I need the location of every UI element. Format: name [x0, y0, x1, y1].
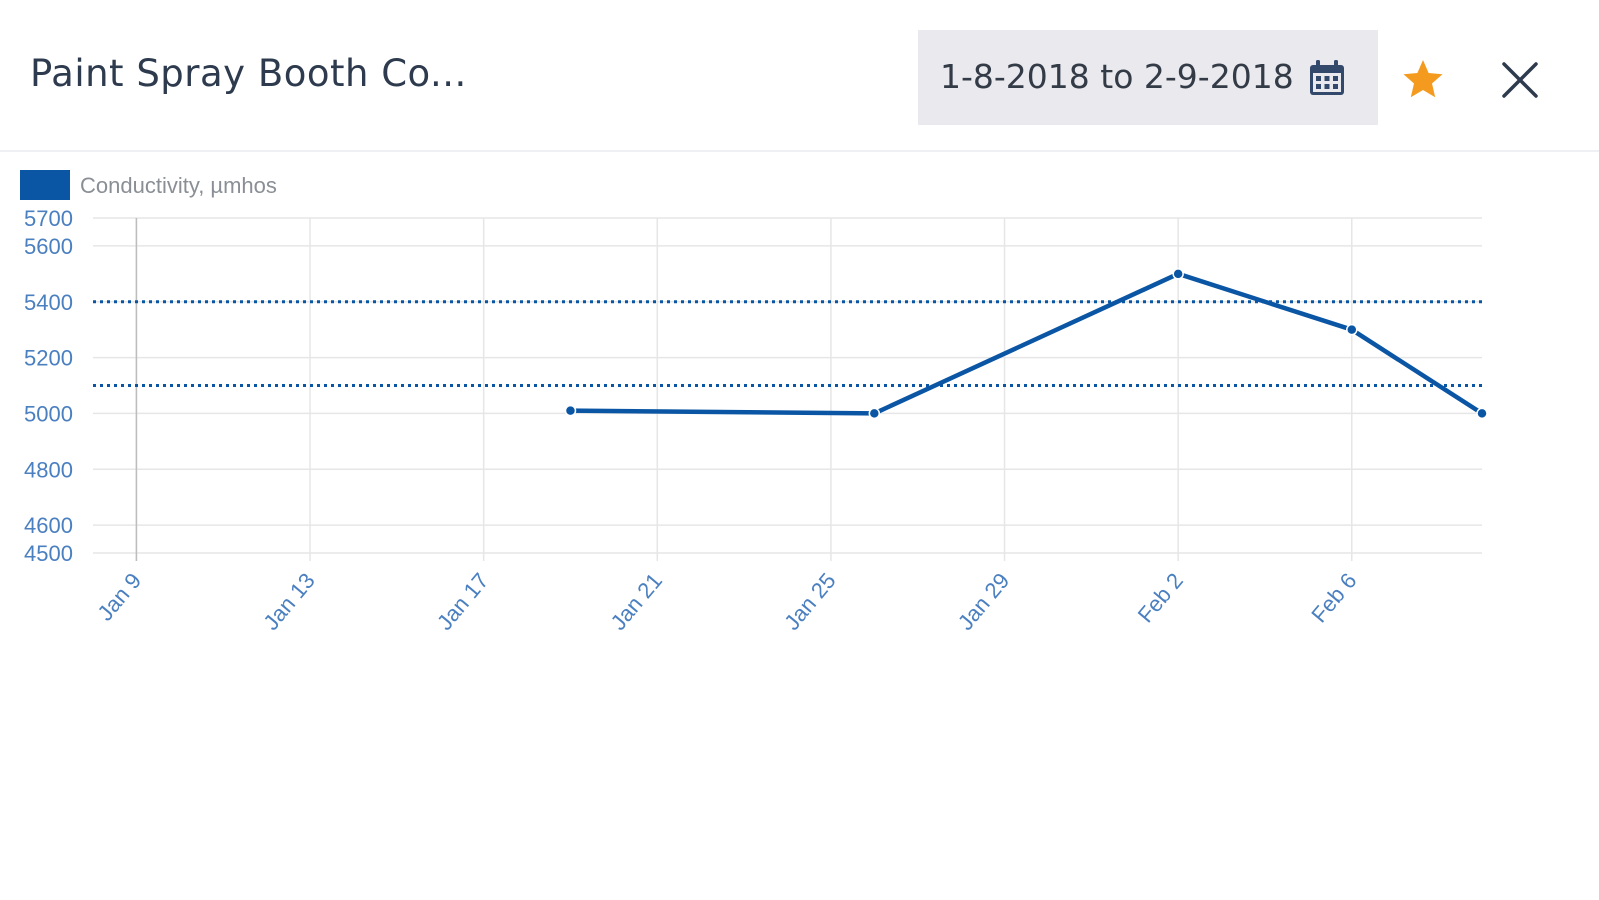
- data-point: [868, 407, 881, 420]
- legend-swatch: [20, 170, 70, 200]
- legend-label: Conductivity, µmhos: [80, 173, 277, 198]
- y-tick-label: 5000: [24, 401, 73, 426]
- data-series: [564, 268, 1488, 420]
- series-line: [570, 271, 1484, 416]
- y-tick-label: 5600: [24, 234, 73, 259]
- x-tick-label: Jan 13: [258, 568, 320, 635]
- data-point: [564, 404, 577, 417]
- x-tick-label: Feb 2: [1133, 568, 1188, 627]
- y-tick-label: 4800: [24, 457, 73, 482]
- panel-header: Paint Spray Booth Co... 1-8-2018 to 2-9-…: [0, 0, 1599, 152]
- reference-lines: [93, 300, 1482, 387]
- data-point: [1476, 407, 1488, 420]
- y-tick-label: 5200: [24, 346, 73, 371]
- y-tick-label: 5700: [24, 206, 73, 231]
- chart-grid: [93, 217, 1482, 561]
- conductivity-chart: Conductivity, µmhos 4500 4600 4800 5000 5200…: [20, 170, 1488, 635]
- chart-legend: Conductivity, µmhos: [20, 170, 277, 200]
- y-tick-label: 5400: [24, 290, 73, 315]
- y-tick-label: 4500: [24, 541, 73, 566]
- x-tick-label: Jan 9: [92, 568, 146, 625]
- data-point: [1346, 323, 1358, 336]
- panel-title: Paint Spray Booth Co...: [30, 52, 467, 95]
- x-tick-label: Feb 6: [1306, 568, 1361, 627]
- date-range-text: 1-8-2018 to 2-9-2018: [940, 57, 1294, 96]
- star-icon[interactable]: [1402, 58, 1444, 100]
- calendar-icon: [1310, 60, 1344, 95]
- x-tick-label: Jan 29: [953, 568, 1015, 635]
- date-range-picker[interactable]: 1-8-2018 to 2-9-2018: [918, 30, 1378, 125]
- close-icon[interactable]: [1502, 62, 1538, 98]
- y-axis: 4500 4600 4800 5000 5200 5400 5600 5700: [24, 206, 73, 566]
- data-point: [1172, 268, 1184, 280]
- y-tick-label: 4600: [24, 513, 73, 538]
- x-tick-label: Jan 17: [432, 568, 494, 635]
- x-tick-label: Jan 21: [605, 568, 667, 635]
- x-tick-label: Jan 25: [779, 568, 841, 635]
- x-axis: Jan 9 Jan 13 Jan 17 Jan 21 Jan 25 Jan 29 Feb 2…: [92, 568, 1361, 635]
